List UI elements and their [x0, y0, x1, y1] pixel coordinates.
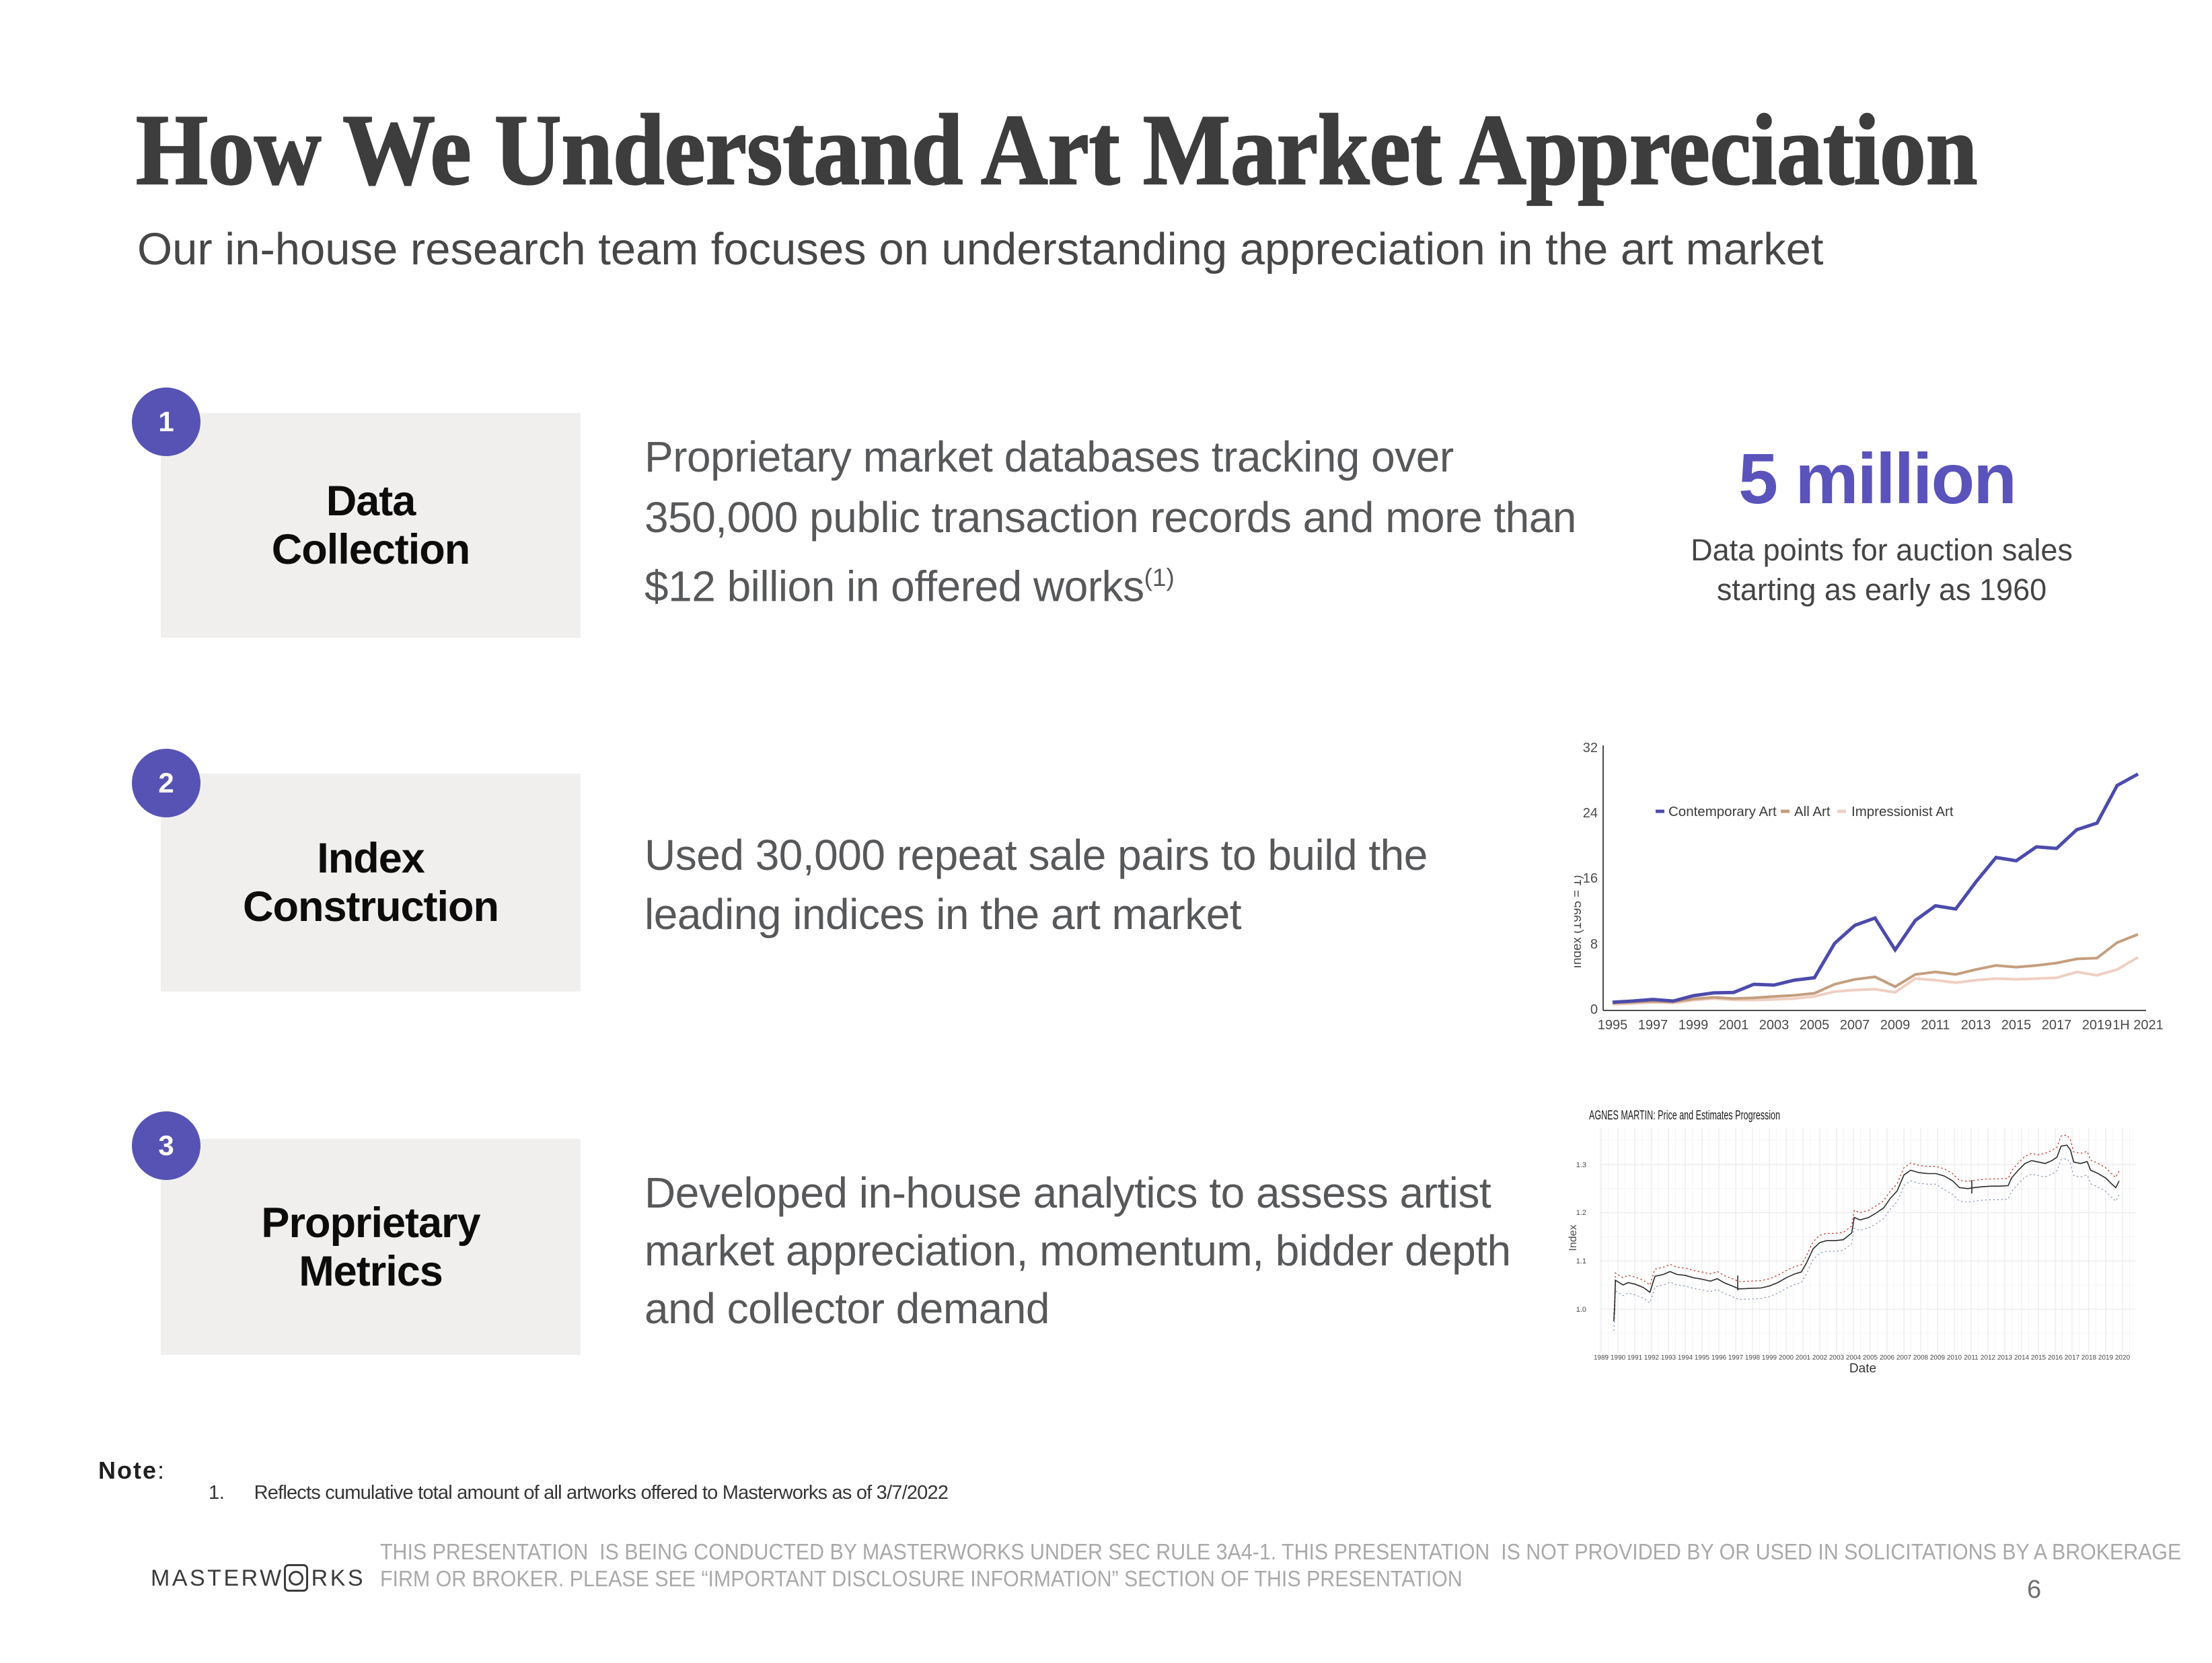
svg-text:2010: 2010 [1947, 1354, 1962, 1362]
svg-text:All Art: All Art [1794, 804, 1831, 819]
svg-text:2019: 2019 [2098, 1354, 2114, 1362]
svg-text:1994: 1994 [1678, 1354, 1693, 1362]
svg-text:2005: 2005 [1863, 1354, 1878, 1362]
svg-text:2020: 2020 [2115, 1354, 2131, 1362]
svg-text:1996: 1996 [1711, 1354, 1727, 1362]
svg-text:2003: 2003 [1759, 1018, 1790, 1033]
svg-text:2015: 2015 [2031, 1354, 2047, 1362]
svg-text:2002: 2002 [1812, 1354, 1828, 1362]
svg-text:2015: 2015 [2001, 1018, 2032, 1033]
svg-text:2004: 2004 [1846, 1354, 1861, 1362]
svg-text:1989: 1989 [1594, 1354, 1609, 1362]
svg-text:Contemporary Art: Contemporary Art [1668, 804, 1777, 819]
svg-text:1991: 1991 [1627, 1354, 1643, 1362]
svg-text:1999: 1999 [1762, 1354, 1777, 1362]
svg-text:1995: 1995 [1695, 1354, 1710, 1362]
svg-text:1.3: 1.3 [1576, 1161, 1586, 1169]
svg-text:2003: 2003 [1829, 1354, 1845, 1362]
svg-text:1997: 1997 [1728, 1354, 1744, 1362]
svg-text:2009: 2009 [1880, 1018, 1911, 1033]
svg-text:1.0: 1.0 [1576, 1306, 1586, 1314]
svg-text:2000: 2000 [1779, 1354, 1794, 1362]
svg-text:2013: 2013 [1997, 1354, 2013, 1362]
svg-text:2001: 2001 [1796, 1354, 1811, 1362]
svg-text:0: 0 [1590, 1002, 1598, 1017]
svg-text:1.2: 1.2 [1576, 1209, 1586, 1217]
svg-text:2008: 2008 [1913, 1354, 1929, 1362]
svg-text:2014: 2014 [2014, 1354, 2030, 1362]
svg-text:1998: 1998 [1745, 1354, 1761, 1362]
svg-text:2001: 2001 [1719, 1018, 1749, 1033]
svg-text:1999: 1999 [1679, 1018, 1709, 1033]
svg-text:2007: 2007 [1896, 1354, 1912, 1362]
svg-text:1990: 1990 [1611, 1354, 1626, 1362]
svg-text:1H 2021: 1H 2021 [2112, 1018, 2164, 1033]
svg-text:Index (1995 = 1): Index (1995 = 1) [1574, 875, 1584, 969]
svg-text:1995: 1995 [1598, 1018, 1628, 1033]
svg-text:2006: 2006 [1880, 1354, 1895, 1362]
svg-text:32: 32 [1583, 741, 1598, 755]
svg-text:1997: 1997 [1638, 1018, 1668, 1033]
svg-text:2011: 2011 [1964, 1354, 1979, 1362]
svg-text:2017: 2017 [2042, 1018, 2072, 1033]
svg-text:Index: Index [1568, 1224, 1579, 1251]
svg-text:2016: 2016 [2048, 1354, 2063, 1362]
svg-text:1993: 1993 [1661, 1354, 1676, 1362]
svg-text:2007: 2007 [1840, 1018, 1870, 1033]
svg-text:2009: 2009 [1930, 1354, 1946, 1362]
svg-text:2013: 2013 [1961, 1018, 1991, 1033]
svg-text:1992: 1992 [1644, 1354, 1660, 1362]
svg-text:2005: 2005 [1800, 1018, 1830, 1033]
svg-text:Date: Date [1849, 1362, 1876, 1376]
svg-text:AGNES MARTIN: Price and Estima: AGNES MARTIN: Price and Estimates Progre… [1589, 1109, 1780, 1123]
svg-text:16: 16 [1583, 871, 1598, 886]
svg-text:2019: 2019 [2082, 1018, 2112, 1033]
svg-text:8: 8 [1590, 937, 1598, 952]
svg-text:2018: 2018 [2081, 1354, 2097, 1362]
svg-text:Impressionist Art: Impressionist Art [1851, 804, 1954, 819]
svg-text:24: 24 [1583, 806, 1598, 821]
svg-text:2017: 2017 [2065, 1354, 2080, 1362]
svg-text:2012: 2012 [1981, 1354, 1996, 1362]
svg-text:2011: 2011 [1921, 1018, 1950, 1033]
svg-text:1.1: 1.1 [1576, 1257, 1586, 1265]
